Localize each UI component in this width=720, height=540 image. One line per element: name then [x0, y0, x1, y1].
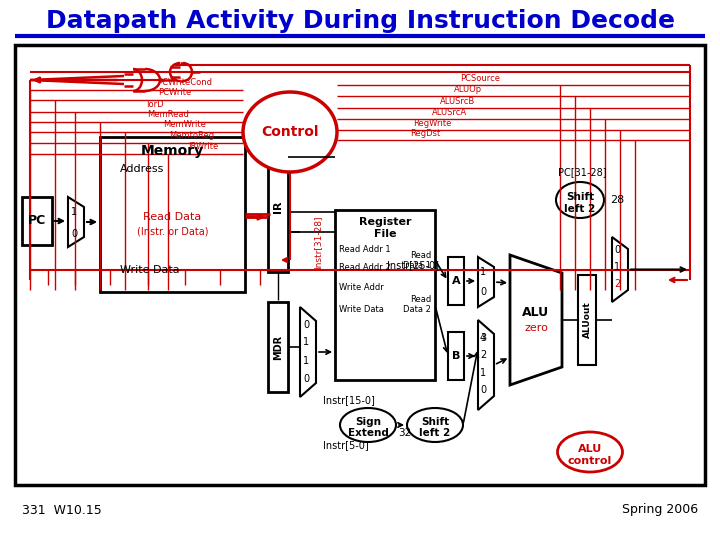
Text: 2: 2: [614, 279, 620, 289]
Text: ALUout: ALUout: [582, 302, 592, 339]
Bar: [15, 45, 705, 485]
Text: Data 1: Data 1: [403, 260, 431, 269]
Ellipse shape: [556, 182, 604, 218]
Text: ALUSrcA: ALUSrcA: [433, 108, 467, 117]
Text: PC[31-28]: PC[31-28]: [558, 167, 607, 177]
Text: 1: 1: [614, 262, 620, 272]
Text: RegWrite: RegWrite: [413, 119, 451, 128]
Text: Memory: Memory: [141, 144, 204, 158]
Text: 1: 1: [303, 356, 309, 366]
Text: Instr[25-0]: Instr[25-0]: [387, 260, 439, 270]
Text: RegDst: RegDst: [410, 129, 440, 138]
Text: PC: PC: [28, 214, 46, 227]
Polygon shape: [300, 307, 316, 397]
Text: 1: 1: [71, 207, 77, 217]
Text: Read: Read: [410, 251, 431, 260]
Polygon shape: [478, 257, 494, 307]
Bar: [100, 137, 245, 292]
Text: control: control: [568, 456, 612, 466]
Text: Instr[15-0]: Instr[15-0]: [323, 395, 375, 405]
Text: 331  W10.15: 331 W10.15: [22, 503, 102, 516]
Text: 0: 0: [614, 245, 620, 255]
Text: left 2: left 2: [419, 428, 451, 438]
Text: (Instr. or Data): (Instr. or Data): [137, 227, 208, 237]
Text: Read Data: Read Data: [143, 212, 202, 222]
Text: zero: zero: [524, 323, 548, 333]
Text: 0: 0: [480, 287, 486, 297]
Text: MemtoReg: MemtoReg: [169, 131, 215, 140]
Text: Control: Control: [261, 125, 319, 139]
Text: Write Data: Write Data: [120, 265, 179, 275]
Ellipse shape: [557, 432, 623, 472]
Text: 1: 1: [480, 368, 486, 378]
Text: 1: 1: [480, 267, 486, 277]
Polygon shape: [68, 197, 84, 247]
Text: Shift: Shift: [421, 417, 449, 427]
Text: B: B: [452, 351, 460, 361]
Bar: [268, 142, 288, 272]
Text: 0: 0: [480, 385, 486, 395]
Text: Data 2: Data 2: [403, 306, 431, 314]
Text: Write Data: Write Data: [339, 306, 384, 314]
Text: 4: 4: [480, 333, 486, 343]
Bar: [22, 197, 52, 245]
Text: Address: Address: [120, 164, 164, 174]
Bar: [335, 210, 435, 380]
Polygon shape: [510, 255, 562, 385]
Text: 0: 0: [71, 229, 77, 239]
Text: IR: IR: [273, 201, 283, 213]
Text: Sign: Sign: [355, 417, 381, 427]
Bar: [268, 302, 288, 392]
Text: 32: 32: [398, 428, 411, 438]
Ellipse shape: [407, 408, 463, 442]
Text: Read Addr 1: Read Addr 1: [339, 246, 391, 254]
Ellipse shape: [340, 408, 396, 442]
Text: Datapath Activity During Instruction Decode: Datapath Activity During Instruction Dec…: [45, 9, 675, 33]
Text: Instr[5-0]: Instr[5-0]: [323, 440, 369, 450]
Text: Register: Register: [359, 217, 411, 227]
Text: IorD: IorD: [146, 100, 164, 109]
Text: File: File: [374, 229, 396, 239]
Text: A: A: [451, 276, 460, 286]
Text: Write Addr: Write Addr: [339, 284, 384, 293]
Text: PCSource: PCSource: [460, 74, 500, 83]
Text: 0: 0: [303, 320, 309, 330]
Text: MemRead: MemRead: [147, 110, 189, 119]
Polygon shape: [612, 237, 628, 302]
Text: MemWrite: MemWrite: [163, 120, 207, 129]
Text: ALU: ALU: [523, 306, 549, 319]
Bar: [448, 332, 464, 380]
Bar: [578, 275, 596, 365]
Text: PCWrite: PCWrite: [158, 88, 192, 97]
Text: 0: 0: [303, 374, 309, 384]
Text: PCWriteCond: PCWriteCond: [158, 78, 212, 87]
Ellipse shape: [243, 92, 337, 172]
Text: 1: 1: [303, 337, 309, 347]
Text: IRWrite: IRWrite: [188, 142, 218, 151]
Text: 28: 28: [610, 195, 624, 205]
Text: Read Addr 2: Read Addr 2: [339, 262, 391, 272]
Text: ALUOp: ALUOp: [454, 85, 482, 94]
Text: Instr[31-28]: Instr[31-28]: [313, 215, 323, 269]
Polygon shape: [478, 320, 494, 410]
Text: left 2: left 2: [564, 204, 595, 214]
Text: Shift: Shift: [566, 192, 594, 202]
Text: Spring 2006: Spring 2006: [622, 503, 698, 516]
Text: Read: Read: [410, 295, 431, 305]
Text: MDR: MDR: [273, 334, 283, 360]
Text: ALU: ALU: [578, 444, 602, 454]
Text: ALUSrcB: ALUSrcB: [441, 97, 476, 106]
Text: Extend: Extend: [348, 428, 388, 438]
Text: 3: 3: [480, 333, 486, 343]
Bar: [448, 257, 464, 305]
Text: 2: 2: [480, 350, 486, 360]
